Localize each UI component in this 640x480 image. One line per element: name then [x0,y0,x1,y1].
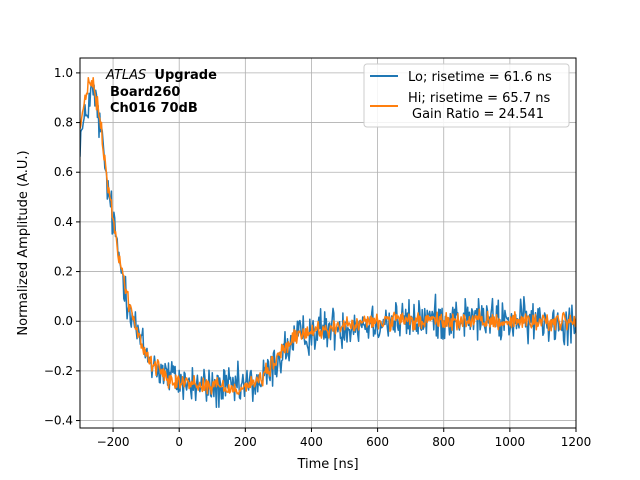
plot-frame [79,57,577,429]
x-tick-label: 0 [175,435,183,449]
series-line-hi [80,76,576,396]
y-tick-label: 0.6 [54,165,73,179]
y-tick-label: −0.2 [44,364,73,378]
annotation-atlas: ATLAS [105,68,146,83]
x-tick-label: 400 [300,435,323,449]
ticks: −200 0 200 400 600 800 1000 1200 −0.4 −0.2 0.0 0.2 0… [44,66,591,449]
annotation-line-2: Board260 [110,85,180,100]
x-tick-label: 200 [234,435,257,449]
legend-box [363,63,570,128]
y-tick-label: −0.4 [44,414,73,428]
legend-label-hi-line2: Gain Ratio = 24.541 [412,107,544,122]
x-axis-label: Time [ns] [296,457,358,472]
y-tick-label: 0.0 [54,314,73,328]
x-tick-label: 1000 [495,435,526,449]
legend-label-hi-line1: Hi; risetime = 65.7 ns [408,91,550,106]
atlas-annotation: ATLAS Upgrade Board260 Ch016 70dB [105,68,217,116]
legend-label-lo: Lo; risetime = 61.6 ns [408,70,552,85]
x-tick-label: 600 [366,435,389,449]
legend: Lo; risetime = 61.6 ns Hi; risetime = 65… [363,63,570,128]
y-axis-label: Normalized Amplitude (A.U.) [16,150,31,335]
annotation-line-3: Ch016 70dB [110,101,198,116]
y-tick-label: 1.0 [54,66,73,80]
x-tick-label: 800 [432,435,455,449]
annotation-upgrade: Upgrade [154,68,217,83]
annotation-line-1: ATLAS Upgrade [105,68,217,83]
y-tick-label: 0.4 [54,215,73,229]
x-tick-label: −200 [97,435,130,449]
x-tick-label: 1200 [561,435,592,449]
y-tick-label: 0.2 [54,265,73,279]
y-tick-label: 0.8 [54,116,73,130]
series-layer [80,76,576,409]
